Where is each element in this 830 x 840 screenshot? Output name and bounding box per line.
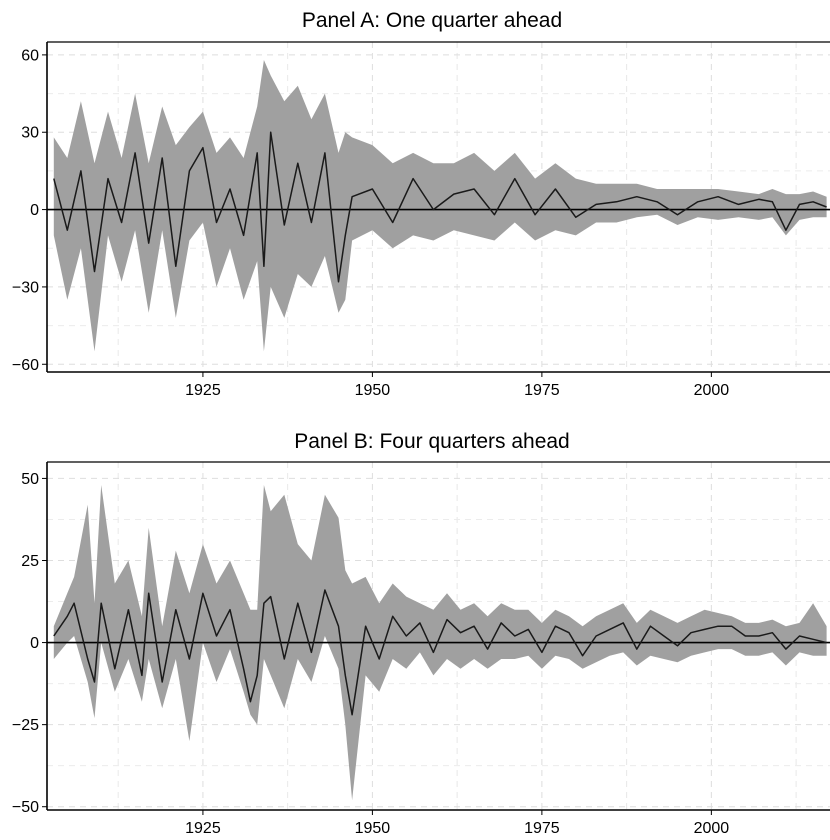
panel-b-y-ticks: 50 25 0 −25 −50 — [12, 471, 47, 816]
panel-a-y-tick-label: −30 — [12, 279, 39, 296]
panel-b-x-tick-label: 1975 — [524, 820, 560, 837]
panel-a-x-tick-label: 2000 — [694, 382, 730, 399]
panel-a-x-tick-label: 1950 — [355, 382, 391, 399]
panel-a-x-tick-label: 1925 — [185, 382, 221, 399]
panel-b-forecast-polyline — [53, 589, 827, 716]
panel-a-forecast-polyline — [53, 131, 827, 283]
panel-b-forecast-line — [53, 589, 827, 716]
panel-b-title: Panel B: Four quarters ahead — [294, 430, 570, 453]
panel-a-y-ticks: 60 30 0 −30 −60 — [12, 47, 47, 374]
panel-a-band-area — [53, 60, 827, 352]
panel-a-y-tick-label: 60 — [21, 47, 39, 64]
panel-a-forecast-line — [53, 131, 827, 283]
panel-b-y-tick-label: 25 — [21, 553, 39, 570]
panel-b-x-tick-label: 2000 — [694, 820, 730, 837]
panel-a-x-ticks: 1925 1950 1975 2000 — [185, 372, 729, 399]
panel-a-x-tick-label: 1975 — [524, 382, 560, 399]
panel-a-axes — [46, 41, 830, 373]
panel-a-y-tick-label: 0 — [30, 202, 39, 219]
panel-a: Panel A: One quarter ahead 60 30 0 −30 −60 1… — [12, 9, 830, 399]
panel-a-interval-band — [53, 60, 827, 352]
panel-b-x-tick-label: 1925 — [185, 820, 221, 837]
panel-b-x-ticks: 1925 1950 1975 2000 — [185, 810, 729, 837]
panel-b: Panel B: Four quarters ahead 50 25 0 −25 −50… — [12, 430, 830, 837]
panel-b-y-tick-label: −25 — [12, 717, 39, 734]
panel-a-y-tick-label: 30 — [21, 125, 39, 142]
panel-a-title: Panel A: One quarter ahead — [302, 9, 562, 32]
panel-b-y-tick-label: 0 — [30, 635, 39, 652]
panel-a-y-tick-label: −60 — [12, 357, 39, 374]
panel-b-x-tick-label: 1950 — [355, 820, 391, 837]
panel-b-axes — [46, 461, 830, 811]
panel-b-y-tick-label: −50 — [12, 799, 39, 816]
panel-b-y-tick-label: 50 — [21, 471, 39, 488]
